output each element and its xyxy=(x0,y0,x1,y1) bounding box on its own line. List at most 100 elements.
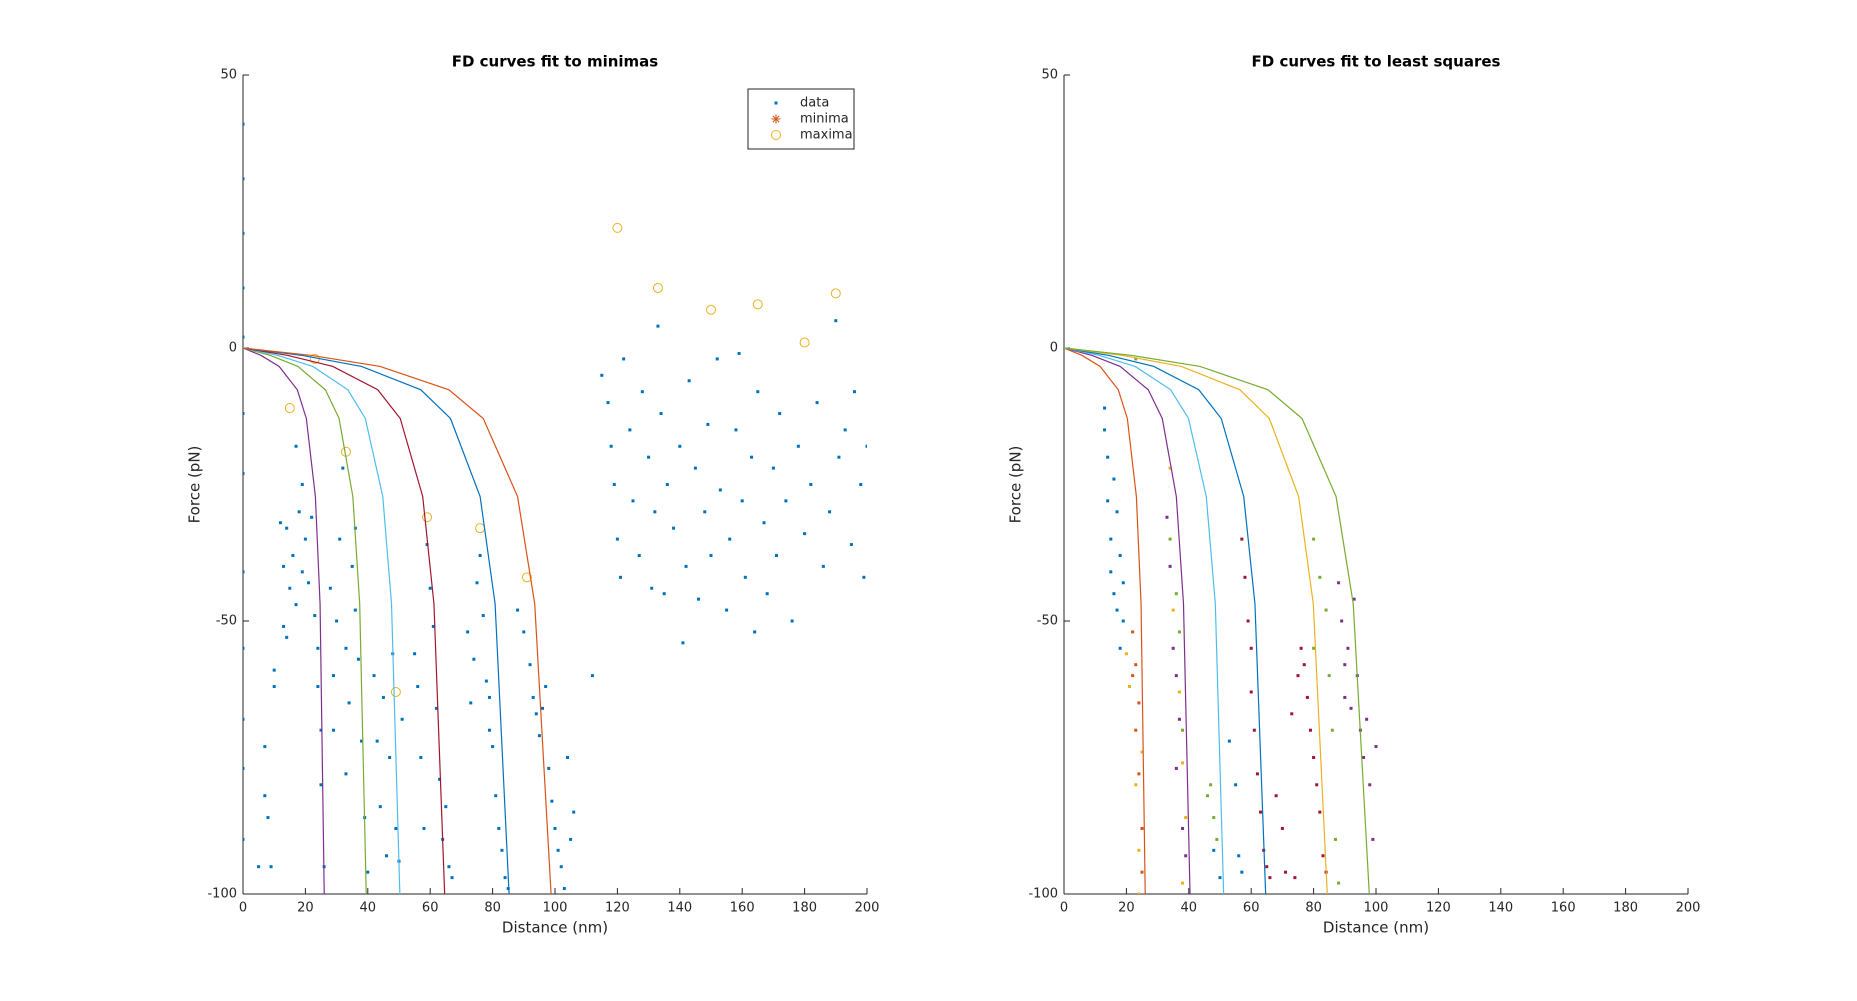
data-point xyxy=(665,483,669,486)
data-point xyxy=(503,876,507,880)
x-axis-label: Distance (nm) xyxy=(1323,919,1429,937)
data-point xyxy=(1296,674,1300,678)
data-point xyxy=(1337,881,1341,885)
y-tick-label: -50 xyxy=(1037,614,1058,629)
data-point xyxy=(1349,706,1353,710)
data-point xyxy=(853,390,857,394)
data-point xyxy=(1280,826,1284,830)
data-point xyxy=(1109,537,1113,541)
data-point xyxy=(1134,783,1138,787)
data-point xyxy=(1346,646,1350,650)
data-point xyxy=(316,685,320,689)
data-point xyxy=(413,652,417,656)
data-point xyxy=(300,483,304,486)
data-point xyxy=(350,564,354,568)
data-point xyxy=(687,379,691,383)
data-point xyxy=(319,783,323,787)
data-point xyxy=(1305,695,1309,699)
data-point xyxy=(750,455,754,459)
data-point xyxy=(1212,816,1216,820)
data-point xyxy=(1284,870,1288,874)
data-point xyxy=(1255,772,1259,776)
y-tick-label: 50 xyxy=(1041,68,1058,83)
data-point xyxy=(544,685,548,689)
data-point xyxy=(243,412,245,416)
data-point xyxy=(1374,745,1378,749)
data-point xyxy=(1343,695,1347,699)
data-point xyxy=(243,286,245,290)
data-point xyxy=(647,455,651,459)
data-point xyxy=(703,510,707,514)
data-point xyxy=(1362,756,1366,759)
data-point xyxy=(272,685,276,689)
fit-curve xyxy=(1064,347,1370,894)
x-tick-label: 0 xyxy=(1060,901,1068,916)
data-point xyxy=(294,603,298,607)
data-point xyxy=(715,357,719,361)
data-point xyxy=(243,646,245,650)
data-point xyxy=(1265,865,1269,869)
data-point xyxy=(428,586,432,590)
data-point xyxy=(243,122,245,126)
data-point xyxy=(662,592,666,596)
data-point xyxy=(285,635,289,639)
data-point xyxy=(849,543,853,547)
data-point xyxy=(1218,876,1222,880)
data-point xyxy=(447,865,451,869)
data-point xyxy=(1352,597,1356,601)
data-point xyxy=(263,794,267,798)
data-point xyxy=(1140,750,1144,754)
fit-curve xyxy=(243,347,325,894)
maxima-marker xyxy=(475,523,486,534)
y-axis-label: Force (pN) xyxy=(186,446,204,524)
data-point xyxy=(243,335,245,339)
data-point xyxy=(1249,646,1253,650)
data-point xyxy=(243,837,245,841)
x-tick-label: 100 xyxy=(1364,901,1389,916)
data-point xyxy=(491,745,495,749)
data-point xyxy=(1215,837,1219,841)
data-point xyxy=(438,777,442,781)
data-point xyxy=(1177,630,1181,634)
data-point xyxy=(1308,728,1312,732)
data-point xyxy=(569,837,573,841)
data-point xyxy=(466,630,470,634)
data-point xyxy=(1168,537,1172,541)
data-point xyxy=(472,657,476,661)
data-point xyxy=(1268,876,1272,880)
data-point xyxy=(590,674,594,678)
data-point xyxy=(1134,357,1138,361)
maxima-marker xyxy=(830,288,841,299)
data-point xyxy=(243,570,245,574)
data-point xyxy=(388,756,392,759)
data-point xyxy=(815,401,819,405)
data-point xyxy=(353,608,357,612)
data-point xyxy=(1171,608,1175,612)
data-point xyxy=(796,444,800,448)
data-point xyxy=(422,826,426,830)
data-point xyxy=(434,706,438,710)
fit-curve xyxy=(243,347,367,894)
data-point xyxy=(310,515,314,519)
data-point xyxy=(1340,619,1344,623)
data-point xyxy=(272,668,276,672)
y-tick-label: 0 xyxy=(229,341,237,356)
data-point xyxy=(1184,816,1188,820)
data-point xyxy=(243,766,245,770)
data-point xyxy=(481,614,485,618)
data-point xyxy=(1103,406,1107,410)
data-point xyxy=(628,428,632,432)
data-point xyxy=(1103,428,1107,432)
data-point xyxy=(1293,876,1297,880)
x-tick-label: 80 xyxy=(1305,901,1322,916)
x-tick-label: 100 xyxy=(543,901,568,916)
data-point xyxy=(1290,712,1294,716)
data-point xyxy=(494,794,498,798)
fit-curve xyxy=(243,347,510,894)
data-point xyxy=(1184,854,1188,858)
data-point xyxy=(1318,810,1322,814)
data-point xyxy=(559,865,563,869)
data-point xyxy=(1124,652,1128,656)
data-point xyxy=(1212,848,1216,852)
